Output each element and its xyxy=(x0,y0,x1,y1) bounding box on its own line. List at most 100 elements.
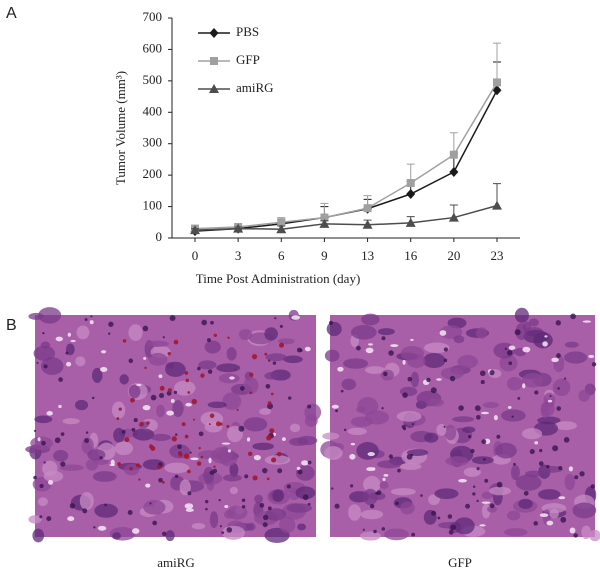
nucleus xyxy=(474,405,481,412)
cell xyxy=(145,340,169,347)
rbc xyxy=(116,417,120,421)
cell xyxy=(453,335,465,344)
rbc xyxy=(173,339,179,345)
nucleus xyxy=(343,428,347,432)
nucleus xyxy=(302,494,309,501)
cell xyxy=(113,427,125,443)
cell xyxy=(28,515,42,524)
cell xyxy=(265,353,287,362)
nucleus xyxy=(205,507,208,511)
nucleus xyxy=(403,427,407,431)
nucleus xyxy=(511,415,514,418)
cell xyxy=(132,428,155,441)
nucleus xyxy=(506,350,513,356)
rbc xyxy=(184,371,189,375)
cell xyxy=(365,366,386,374)
y-tick-label: 300 xyxy=(143,135,163,150)
nucleus xyxy=(362,528,365,531)
vacuole xyxy=(253,454,261,461)
cell xyxy=(445,456,469,467)
cell xyxy=(539,465,564,473)
rbc xyxy=(167,388,172,393)
nucleus xyxy=(43,364,48,369)
nucleus xyxy=(573,533,578,538)
nucleus xyxy=(198,431,204,437)
nucleus xyxy=(402,392,408,398)
cell xyxy=(295,486,316,500)
cell xyxy=(74,399,89,411)
rbc xyxy=(200,373,205,378)
nucleus xyxy=(335,409,339,413)
cell xyxy=(238,329,253,340)
cell xyxy=(350,416,373,427)
cell xyxy=(377,460,402,469)
marker xyxy=(277,218,286,227)
marker xyxy=(233,223,244,233)
legend-label: GFP xyxy=(236,52,260,67)
vacuole xyxy=(522,346,531,353)
cell xyxy=(475,327,488,339)
rbc xyxy=(270,392,274,396)
nucleus xyxy=(65,351,69,355)
vacuole xyxy=(185,508,194,512)
nucleus xyxy=(411,423,414,426)
histology-image xyxy=(320,307,600,542)
nucleus xyxy=(489,503,495,509)
marker xyxy=(449,167,459,177)
series-line xyxy=(194,82,498,230)
cell xyxy=(87,449,106,461)
cell xyxy=(564,341,579,348)
nucleus xyxy=(142,325,149,332)
y-tick-label: 600 xyxy=(143,40,163,55)
nucleus xyxy=(262,514,269,521)
vacuole xyxy=(582,320,592,323)
nucleus xyxy=(458,405,464,411)
rbc xyxy=(226,424,230,428)
nucleus xyxy=(197,366,201,371)
vacuole xyxy=(365,347,374,354)
vacuole xyxy=(522,383,526,389)
vacuole xyxy=(227,449,231,453)
marker xyxy=(448,212,459,222)
cell xyxy=(360,531,381,541)
vacuole xyxy=(439,330,447,336)
cell xyxy=(322,432,340,440)
vacuole xyxy=(493,414,498,421)
nucleus xyxy=(54,437,61,444)
nucleus xyxy=(381,407,384,410)
rbc xyxy=(219,422,223,426)
nucleus xyxy=(69,503,76,509)
vacuole xyxy=(132,528,140,534)
nucleus xyxy=(84,438,90,444)
y-axis-title: Tumor Volume (mm³) xyxy=(113,71,128,185)
cell xyxy=(297,523,307,531)
nucleus xyxy=(187,491,192,496)
nucleus xyxy=(483,458,486,461)
cell xyxy=(522,321,532,332)
nucleus xyxy=(508,361,513,366)
nucleus xyxy=(443,358,448,363)
nucleus xyxy=(39,515,43,519)
cell xyxy=(564,351,588,364)
cell xyxy=(410,371,419,388)
nucleus xyxy=(552,445,559,452)
rbc xyxy=(139,422,144,427)
cell xyxy=(221,525,246,540)
nucleus xyxy=(397,468,401,473)
rbc xyxy=(135,463,140,468)
nucleus xyxy=(307,404,312,409)
legend-label: amiRG xyxy=(236,80,274,95)
vacuole xyxy=(304,346,311,352)
nucleus xyxy=(201,319,207,326)
vacuole xyxy=(480,411,490,415)
vacuole xyxy=(208,457,212,464)
nucleus xyxy=(475,414,481,420)
marker xyxy=(493,78,501,87)
cell xyxy=(243,417,268,432)
cell xyxy=(43,470,64,482)
cell xyxy=(549,508,559,519)
cell xyxy=(422,352,446,369)
vacuole xyxy=(67,332,72,337)
cell xyxy=(226,347,237,361)
